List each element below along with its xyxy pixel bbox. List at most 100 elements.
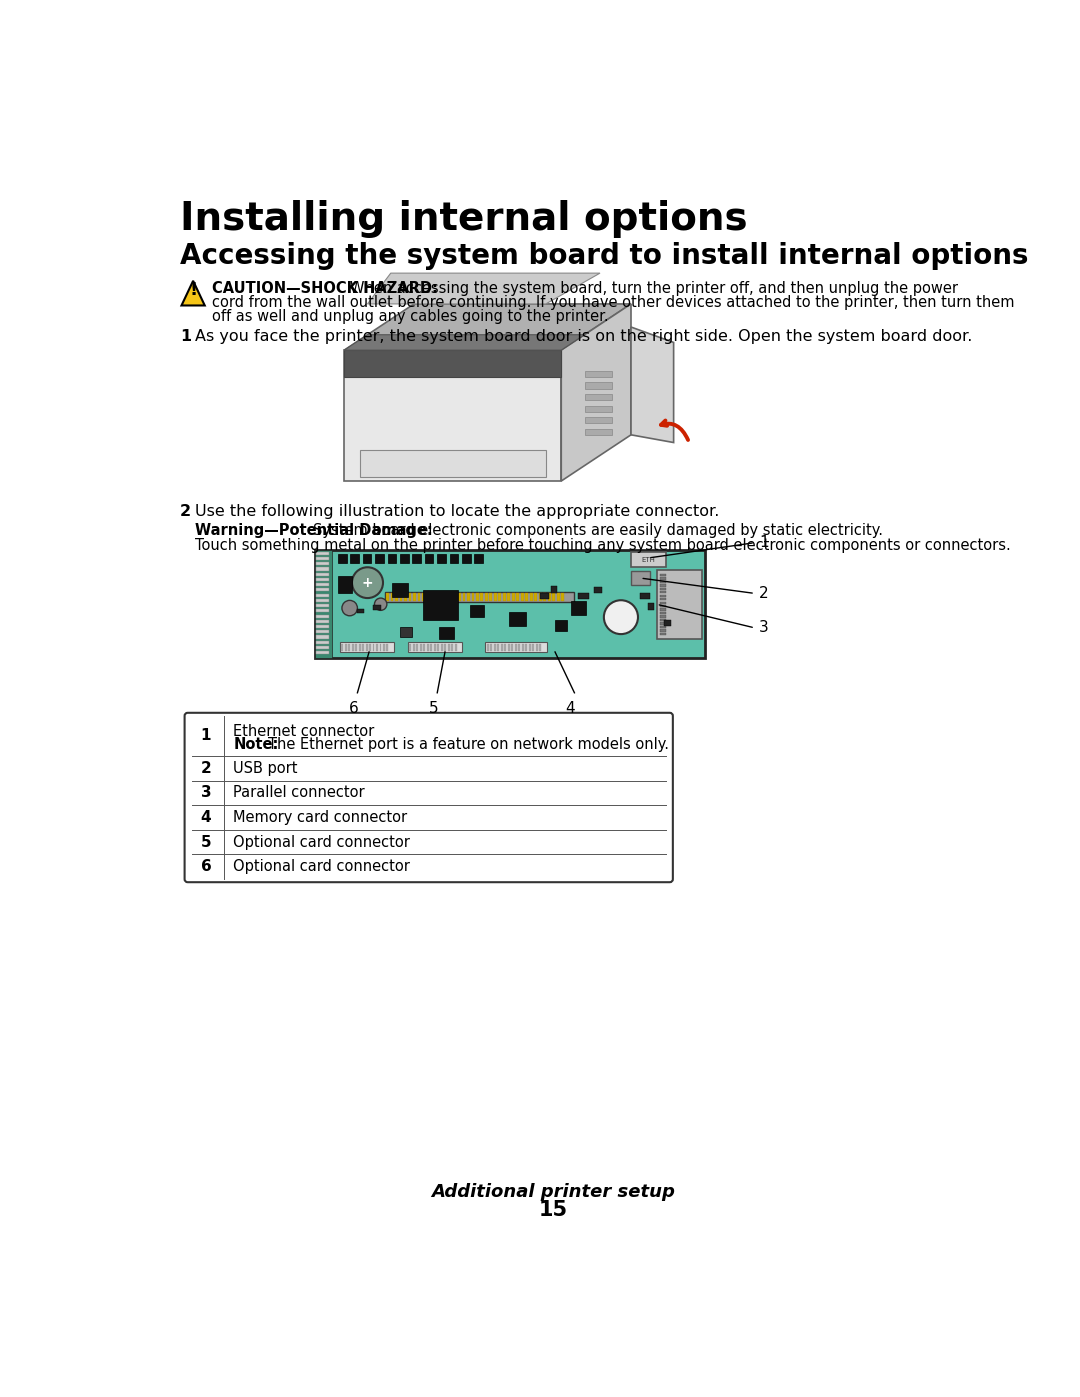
- FancyBboxPatch shape: [339, 643, 394, 652]
- Text: The Ethernet port is a feature on network models only.: The Ethernet port is a feature on networ…: [268, 738, 670, 753]
- FancyBboxPatch shape: [338, 576, 352, 592]
- FancyBboxPatch shape: [400, 555, 408, 563]
- FancyBboxPatch shape: [409, 644, 411, 651]
- Text: Ethernet connector: Ethernet connector: [233, 724, 375, 739]
- FancyBboxPatch shape: [540, 592, 549, 599]
- Text: When accessing the system board, turn the printer off, and then unplug the power: When accessing the system board, turn th…: [350, 281, 958, 296]
- FancyBboxPatch shape: [462, 555, 471, 563]
- Text: Optional card connector: Optional card connector: [233, 834, 410, 849]
- Text: Additional printer setup: Additional printer setup: [432, 1183, 675, 1201]
- FancyBboxPatch shape: [660, 616, 666, 617]
- FancyBboxPatch shape: [481, 592, 483, 601]
- FancyBboxPatch shape: [316, 557, 328, 560]
- FancyBboxPatch shape: [338, 555, 347, 563]
- FancyBboxPatch shape: [316, 630, 328, 633]
- FancyBboxPatch shape: [316, 578, 328, 581]
- FancyBboxPatch shape: [516, 592, 519, 601]
- Text: Memory card connector: Memory card connector: [233, 810, 407, 826]
- FancyBboxPatch shape: [536, 644, 538, 651]
- FancyBboxPatch shape: [400, 592, 402, 601]
- FancyBboxPatch shape: [562, 592, 564, 601]
- Text: Use the following illustration to locate the appropriate connector.: Use the following illustration to locate…: [195, 504, 720, 520]
- FancyBboxPatch shape: [413, 555, 421, 563]
- FancyBboxPatch shape: [362, 644, 364, 651]
- FancyBboxPatch shape: [449, 592, 451, 601]
- FancyBboxPatch shape: [387, 644, 389, 651]
- FancyBboxPatch shape: [584, 372, 611, 377]
- FancyBboxPatch shape: [487, 644, 489, 651]
- FancyBboxPatch shape: [435, 592, 438, 601]
- FancyBboxPatch shape: [660, 577, 666, 580]
- FancyBboxPatch shape: [485, 592, 488, 601]
- FancyBboxPatch shape: [660, 588, 666, 590]
- Text: Parallel connector: Parallel connector: [233, 785, 365, 800]
- FancyBboxPatch shape: [525, 644, 527, 651]
- FancyBboxPatch shape: [660, 633, 666, 636]
- Polygon shape: [631, 327, 674, 443]
- Text: 2: 2: [759, 585, 769, 601]
- FancyBboxPatch shape: [413, 592, 416, 601]
- FancyBboxPatch shape: [434, 644, 435, 651]
- Text: Touch something metal on the printer before touching any system board electronic: Touch something metal on the printer bef…: [195, 538, 1011, 553]
- FancyBboxPatch shape: [316, 636, 328, 638]
- FancyBboxPatch shape: [640, 592, 649, 599]
- Text: 6: 6: [201, 859, 212, 875]
- Text: 3: 3: [201, 785, 212, 800]
- FancyBboxPatch shape: [660, 609, 666, 610]
- FancyBboxPatch shape: [316, 609, 328, 612]
- FancyBboxPatch shape: [413, 644, 415, 651]
- FancyBboxPatch shape: [494, 644, 496, 651]
- FancyBboxPatch shape: [518, 644, 521, 651]
- FancyBboxPatch shape: [408, 592, 411, 601]
- FancyBboxPatch shape: [594, 587, 602, 594]
- FancyBboxPatch shape: [365, 644, 367, 651]
- Polygon shape: [562, 305, 631, 481]
- FancyBboxPatch shape: [395, 592, 397, 601]
- FancyBboxPatch shape: [539, 644, 541, 651]
- FancyBboxPatch shape: [316, 624, 328, 629]
- Text: 2: 2: [180, 504, 191, 520]
- Text: USB port: USB port: [233, 761, 298, 775]
- FancyBboxPatch shape: [383, 644, 384, 651]
- FancyBboxPatch shape: [494, 592, 497, 601]
- FancyBboxPatch shape: [438, 627, 455, 638]
- FancyBboxPatch shape: [388, 555, 396, 563]
- FancyBboxPatch shape: [375, 555, 383, 563]
- FancyBboxPatch shape: [660, 595, 666, 597]
- FancyBboxPatch shape: [400, 627, 411, 637]
- FancyBboxPatch shape: [532, 644, 535, 651]
- Text: Optional card connector: Optional card connector: [233, 859, 410, 875]
- FancyBboxPatch shape: [316, 594, 328, 597]
- FancyBboxPatch shape: [314, 550, 332, 658]
- FancyBboxPatch shape: [663, 620, 672, 626]
- Text: Warning—Potential Damage:: Warning—Potential Damage:: [195, 524, 433, 538]
- FancyBboxPatch shape: [357, 609, 364, 613]
- FancyBboxPatch shape: [376, 644, 378, 651]
- FancyBboxPatch shape: [373, 605, 380, 610]
- FancyBboxPatch shape: [360, 450, 545, 478]
- FancyBboxPatch shape: [316, 651, 328, 654]
- FancyBboxPatch shape: [441, 644, 443, 651]
- FancyBboxPatch shape: [476, 592, 478, 601]
- FancyBboxPatch shape: [660, 584, 666, 587]
- FancyBboxPatch shape: [584, 429, 611, 434]
- FancyBboxPatch shape: [508, 644, 510, 651]
- FancyBboxPatch shape: [341, 644, 343, 651]
- FancyBboxPatch shape: [316, 645, 328, 650]
- FancyBboxPatch shape: [504, 644, 507, 651]
- FancyBboxPatch shape: [660, 612, 666, 615]
- FancyBboxPatch shape: [316, 641, 328, 644]
- FancyBboxPatch shape: [359, 644, 361, 651]
- FancyBboxPatch shape: [373, 644, 375, 651]
- FancyBboxPatch shape: [584, 405, 611, 412]
- FancyBboxPatch shape: [499, 592, 501, 601]
- FancyBboxPatch shape: [445, 592, 447, 601]
- FancyBboxPatch shape: [416, 644, 418, 651]
- FancyBboxPatch shape: [515, 644, 516, 651]
- FancyBboxPatch shape: [345, 351, 562, 481]
- Text: 1: 1: [180, 328, 191, 344]
- Text: Accessing the system board to install internal options: Accessing the system board to install in…: [180, 242, 1028, 271]
- FancyBboxPatch shape: [455, 644, 457, 651]
- FancyBboxPatch shape: [316, 588, 328, 591]
- FancyBboxPatch shape: [422, 592, 424, 601]
